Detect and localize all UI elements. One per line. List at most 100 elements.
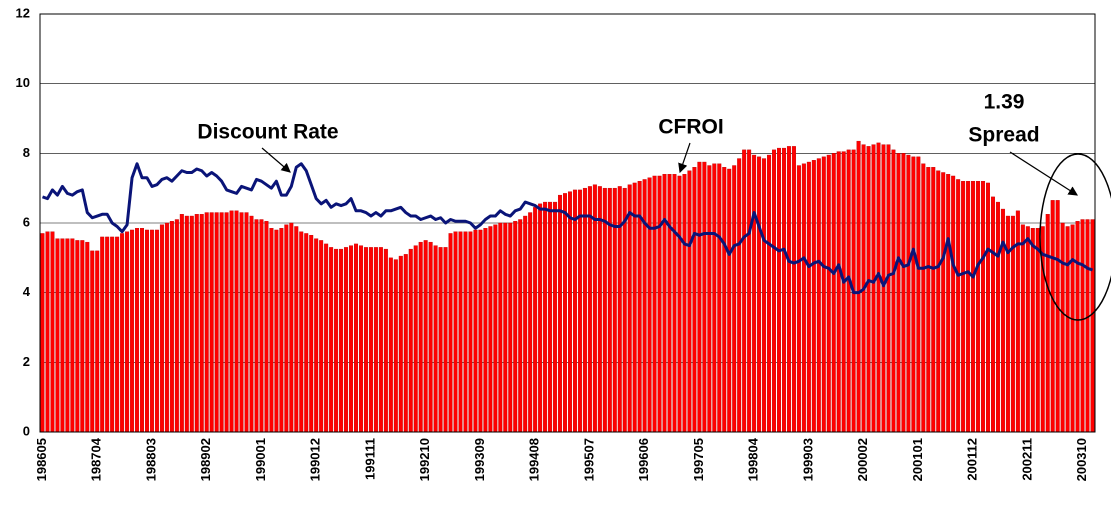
bar bbox=[398, 255, 403, 433]
bar bbox=[184, 215, 189, 433]
bar bbox=[806, 161, 811, 433]
bar bbox=[533, 207, 538, 433]
bar bbox=[289, 222, 294, 433]
bar bbox=[140, 228, 145, 433]
bar bbox=[1045, 214, 1050, 433]
bar bbox=[742, 149, 747, 433]
bar bbox=[876, 142, 881, 433]
bar bbox=[498, 222, 503, 433]
bar bbox=[1085, 219, 1090, 433]
bar bbox=[732, 165, 737, 433]
bar bbox=[995, 201, 1000, 433]
bar bbox=[1055, 200, 1060, 433]
arrow bbox=[1009, 151, 1079, 196]
bar bbox=[130, 229, 135, 433]
bars bbox=[40, 140, 1095, 433]
bar bbox=[951, 175, 956, 433]
x-tick-label: 199111 bbox=[362, 438, 377, 480]
bar bbox=[981, 180, 986, 433]
bar bbox=[179, 214, 184, 433]
bar bbox=[443, 247, 448, 433]
bar bbox=[737, 158, 742, 433]
bar bbox=[418, 241, 423, 433]
bar bbox=[468, 231, 473, 433]
bar bbox=[110, 236, 115, 433]
y-tick-label: 6 bbox=[23, 214, 30, 229]
y-tick-label: 0 bbox=[23, 423, 30, 438]
x-tick-label: 200211 bbox=[1019, 438, 1034, 481]
bar bbox=[976, 180, 981, 433]
bar bbox=[1060, 222, 1065, 433]
bar bbox=[781, 147, 786, 433]
bar bbox=[682, 174, 687, 433]
bar bbox=[791, 146, 796, 433]
annotation: 1.39 bbox=[984, 91, 1025, 114]
bar bbox=[85, 241, 90, 433]
bar bbox=[543, 201, 548, 433]
bar bbox=[538, 203, 543, 433]
bar bbox=[811, 160, 816, 433]
bar bbox=[971, 180, 976, 433]
x-tick-label: 199408 bbox=[527, 438, 542, 481]
arrow bbox=[678, 142, 691, 174]
bar bbox=[334, 248, 339, 433]
bar bbox=[339, 248, 344, 433]
x-tick-label: 199903 bbox=[800, 438, 815, 481]
bar bbox=[986, 182, 990, 433]
bar bbox=[488, 226, 493, 433]
x-tick-label: 199012 bbox=[308, 438, 323, 481]
bar bbox=[553, 201, 558, 433]
bar bbox=[1070, 224, 1075, 433]
bar bbox=[503, 222, 508, 433]
bar bbox=[284, 224, 289, 433]
bar bbox=[309, 234, 314, 433]
bar bbox=[214, 212, 219, 433]
bar bbox=[826, 154, 831, 433]
bar bbox=[692, 167, 697, 433]
bar bbox=[871, 144, 876, 433]
x-tick-label: 200310 bbox=[1074, 438, 1089, 481]
bar bbox=[1025, 226, 1030, 433]
x-tick-label: 199507 bbox=[581, 438, 596, 481]
bar bbox=[841, 151, 846, 433]
bar bbox=[642, 179, 647, 433]
bar bbox=[234, 210, 239, 433]
bar bbox=[269, 228, 274, 433]
bar bbox=[70, 238, 75, 433]
bar bbox=[164, 222, 169, 433]
x-tick-label: 199210 bbox=[417, 438, 432, 481]
bar bbox=[244, 212, 249, 433]
x-tick-label: 198803 bbox=[143, 438, 158, 481]
bar bbox=[990, 196, 995, 433]
bar bbox=[597, 186, 602, 433]
bar bbox=[105, 236, 110, 433]
bar bbox=[95, 250, 100, 433]
bar bbox=[956, 179, 961, 433]
x-tick-label: 199309 bbox=[472, 438, 487, 481]
bar bbox=[702, 161, 707, 433]
bar bbox=[707, 165, 712, 433]
bar bbox=[1065, 226, 1070, 433]
bar bbox=[712, 163, 717, 433]
x-tick-label: 200112 bbox=[965, 438, 980, 481]
bar bbox=[438, 247, 443, 433]
bar bbox=[249, 215, 254, 433]
bar bbox=[508, 222, 513, 433]
bar bbox=[777, 147, 781, 433]
bar bbox=[886, 144, 891, 433]
bar bbox=[627, 184, 632, 433]
bar bbox=[154, 229, 159, 433]
bar bbox=[368, 247, 373, 433]
y-tick-label: 2 bbox=[23, 354, 30, 369]
bar bbox=[801, 163, 806, 433]
bar bbox=[796, 165, 801, 433]
bar bbox=[577, 189, 582, 433]
bar bbox=[548, 201, 553, 433]
bar bbox=[304, 233, 309, 433]
bar bbox=[169, 221, 174, 433]
bar bbox=[159, 224, 164, 433]
bar bbox=[448, 233, 453, 433]
annotation: CFROI bbox=[658, 116, 723, 139]
bar bbox=[831, 153, 836, 433]
